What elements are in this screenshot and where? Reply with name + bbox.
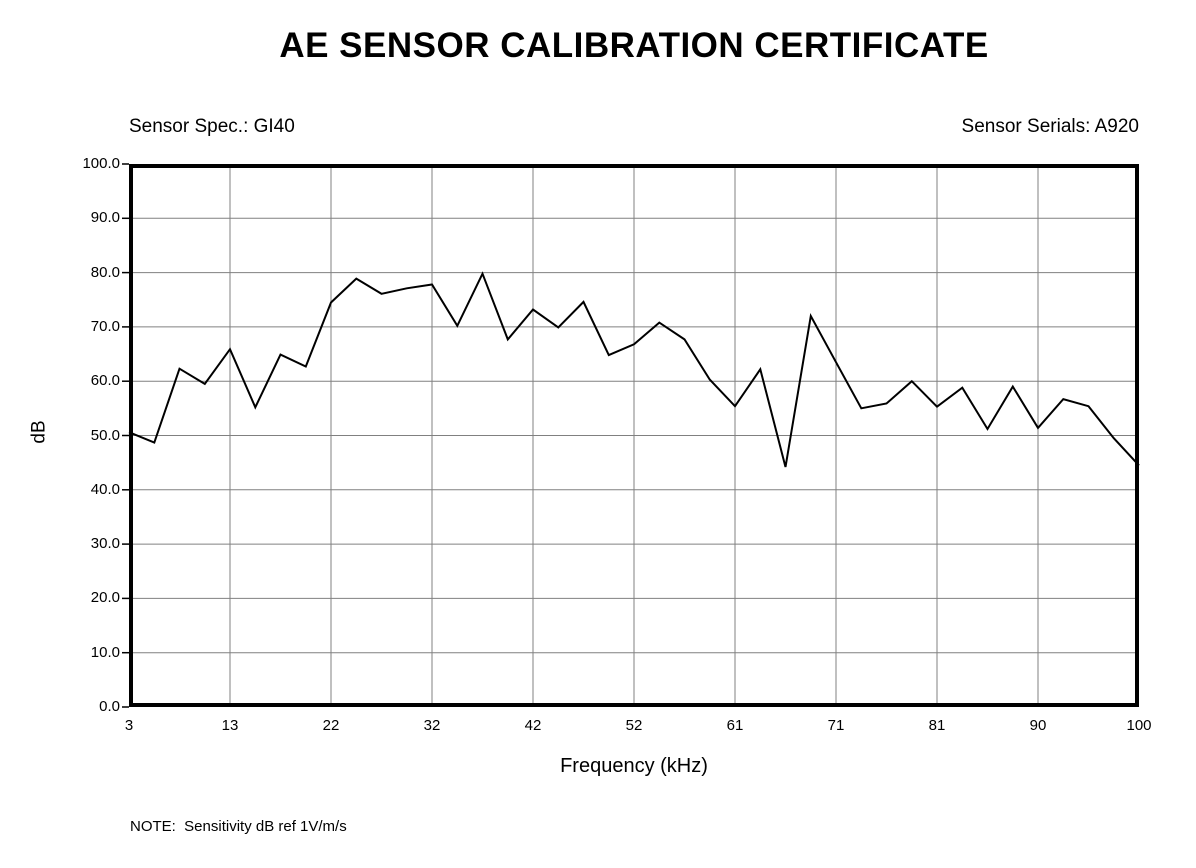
y-tick-label: 60.0 [90, 372, 120, 390]
y-tick-label: 0.0 [99, 698, 120, 715]
y-tick-label: 40.0 [90, 480, 120, 498]
x-tick-label: 90 [1029, 717, 1047, 734]
y-tick-label: 50.0 [90, 426, 120, 444]
x-tick-label: 3 [124, 717, 134, 734]
x-tick-label: 52 [625, 717, 643, 734]
y-tick-label: 20.0 [90, 589, 120, 607]
calibration-chart [122, 163, 1140, 708]
x-axis-title: Frequency (kHz) [560, 755, 708, 777]
x-tick-label: 42 [524, 717, 542, 734]
y-tick-label: 90.0 [90, 209, 120, 227]
x-tick-label: 61 [726, 717, 744, 734]
x-tick-label: 32 [423, 717, 441, 734]
subheader-row: Sensor Spec.: GI40 Sensor Serials: A920 [129, 116, 1139, 138]
note-text: NOTE: Sensitivity dB ref 1V/m/s [130, 818, 347, 835]
x-tick-label: 22 [322, 717, 340, 734]
y-tick-label: 30.0 [90, 535, 120, 553]
sensitivity-line-series [128, 271, 1140, 468]
x-tick-label: 13 [221, 717, 239, 734]
page-title: AE SENSOR CALIBRATION CERTIFICATE [279, 26, 989, 65]
x-tick-label: 81 [928, 717, 946, 734]
y-tick-label: 10.0 [90, 643, 120, 661]
y-axis-title: dB [28, 420, 50, 444]
sensor-spec-label: Sensor Spec.: GI40 [129, 116, 295, 137]
y-tick-label: 70.0 [90, 317, 120, 335]
x-tick-label: 100 [1126, 717, 1152, 734]
y-tick-label: 100.0 [82, 155, 120, 172]
y-tick-label: 80.0 [90, 263, 120, 281]
x-tick-label: 71 [827, 717, 845, 734]
sensor-serials-label: Sensor Serials: A920 [961, 116, 1139, 137]
plot-frame [129, 164, 1139, 707]
